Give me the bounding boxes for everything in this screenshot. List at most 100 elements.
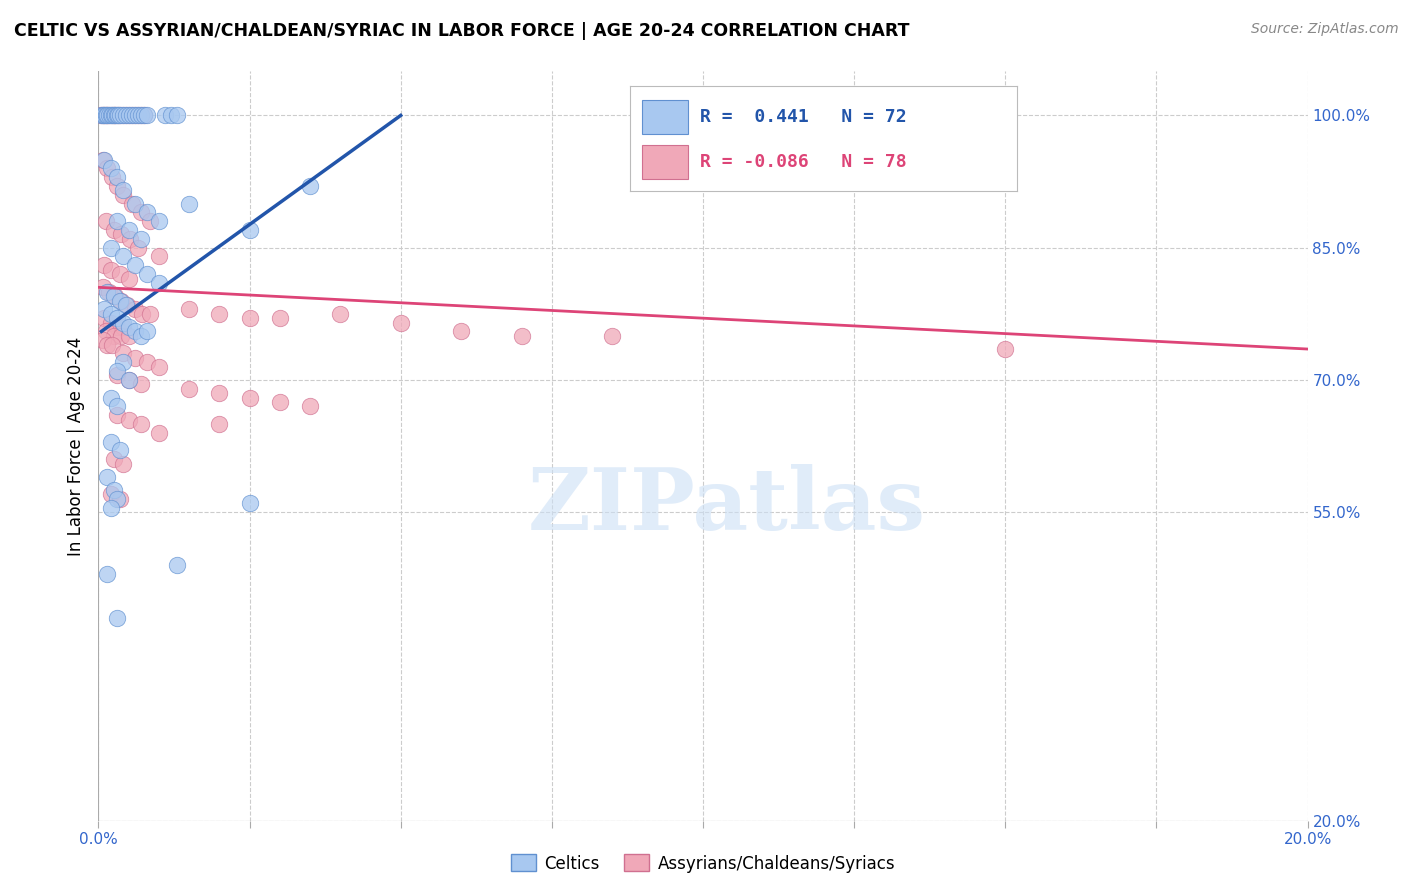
Point bbox=[129, 417, 152, 431]
Point bbox=[103, 108, 125, 122]
Text: Source: ZipAtlas.com: Source: ZipAtlas.com bbox=[1251, 22, 1399, 37]
Point bbox=[129, 205, 152, 219]
Point bbox=[179, 382, 201, 396]
Point bbox=[103, 223, 125, 237]
Point bbox=[135, 267, 157, 281]
Point bbox=[100, 337, 122, 351]
Point bbox=[100, 170, 122, 185]
Point bbox=[118, 271, 141, 285]
Point bbox=[239, 223, 262, 237]
Point bbox=[111, 250, 134, 264]
Point bbox=[105, 170, 128, 185]
Point bbox=[96, 108, 118, 122]
Point bbox=[105, 400, 128, 414]
Point bbox=[100, 161, 122, 176]
Point bbox=[239, 391, 262, 405]
Point bbox=[108, 293, 131, 308]
Point bbox=[179, 196, 201, 211]
Point bbox=[108, 108, 131, 122]
Point bbox=[105, 408, 128, 422]
Point bbox=[105, 320, 128, 334]
Point bbox=[96, 108, 118, 122]
Point bbox=[329, 307, 352, 321]
Point bbox=[93, 153, 115, 167]
Point bbox=[139, 307, 162, 321]
Point bbox=[124, 302, 146, 317]
Text: ZIPatlas: ZIPatlas bbox=[529, 464, 927, 548]
Point bbox=[239, 496, 262, 510]
Point bbox=[105, 214, 128, 228]
Point bbox=[239, 311, 262, 326]
Point bbox=[148, 250, 170, 264]
Point bbox=[103, 108, 125, 122]
Point bbox=[105, 364, 128, 378]
Point bbox=[103, 452, 125, 467]
Point bbox=[100, 241, 122, 255]
Point bbox=[139, 214, 162, 228]
Point bbox=[104, 108, 127, 122]
Point bbox=[100, 434, 122, 449]
Point bbox=[179, 302, 201, 317]
Point bbox=[110, 293, 132, 308]
Point bbox=[124, 325, 146, 339]
Point bbox=[118, 223, 141, 237]
Point bbox=[129, 328, 152, 343]
Point bbox=[100, 316, 122, 330]
Point bbox=[118, 412, 141, 426]
Point bbox=[96, 566, 118, 581]
Point bbox=[160, 108, 183, 122]
Point bbox=[127, 108, 149, 122]
Point bbox=[114, 298, 136, 312]
Text: CELTIC VS ASSYRIAN/CHALDEAN/SYRIAC IN LABOR FORCE | AGE 20-24 CORRELATION CHART: CELTIC VS ASSYRIAN/CHALDEAN/SYRIAC IN LA… bbox=[14, 22, 910, 40]
Point bbox=[100, 108, 122, 122]
Point bbox=[111, 108, 134, 122]
Point bbox=[135, 108, 157, 122]
Point bbox=[103, 483, 125, 497]
Point bbox=[208, 307, 231, 321]
Point bbox=[104, 289, 127, 303]
Point bbox=[96, 337, 118, 351]
Point bbox=[129, 377, 152, 392]
Point bbox=[208, 386, 231, 401]
Point bbox=[118, 108, 141, 122]
Point bbox=[299, 178, 322, 193]
Point bbox=[93, 311, 115, 326]
Point bbox=[110, 328, 132, 343]
Point bbox=[100, 307, 122, 321]
Point bbox=[111, 183, 134, 197]
Point bbox=[135, 205, 157, 219]
Point bbox=[105, 178, 128, 193]
Point bbox=[166, 108, 188, 122]
Point bbox=[91, 280, 114, 294]
Point bbox=[94, 108, 117, 122]
Point bbox=[93, 258, 115, 272]
Point bbox=[131, 307, 153, 321]
Point bbox=[510, 328, 533, 343]
Point bbox=[96, 161, 118, 176]
Point bbox=[124, 108, 146, 122]
Point bbox=[107, 108, 129, 122]
Point bbox=[100, 108, 122, 122]
Point bbox=[127, 108, 149, 122]
Point bbox=[132, 108, 155, 122]
Point bbox=[602, 328, 624, 343]
Point bbox=[118, 320, 141, 334]
Point bbox=[135, 355, 157, 369]
Point bbox=[129, 108, 152, 122]
Point bbox=[148, 425, 170, 440]
Point bbox=[108, 491, 131, 506]
Point bbox=[91, 108, 114, 122]
Point bbox=[105, 311, 128, 326]
Point bbox=[93, 108, 115, 122]
Point bbox=[752, 108, 775, 122]
Point bbox=[118, 373, 141, 387]
Point bbox=[148, 359, 170, 374]
Point bbox=[98, 285, 121, 299]
Point bbox=[121, 196, 143, 211]
Point bbox=[98, 108, 121, 122]
Point bbox=[94, 325, 117, 339]
Point bbox=[124, 258, 146, 272]
Point bbox=[110, 227, 132, 242]
Point bbox=[124, 351, 146, 365]
Legend: Celtics, Assyrians/Chaldeans/Syriacs: Celtics, Assyrians/Chaldeans/Syriacs bbox=[503, 847, 903, 880]
